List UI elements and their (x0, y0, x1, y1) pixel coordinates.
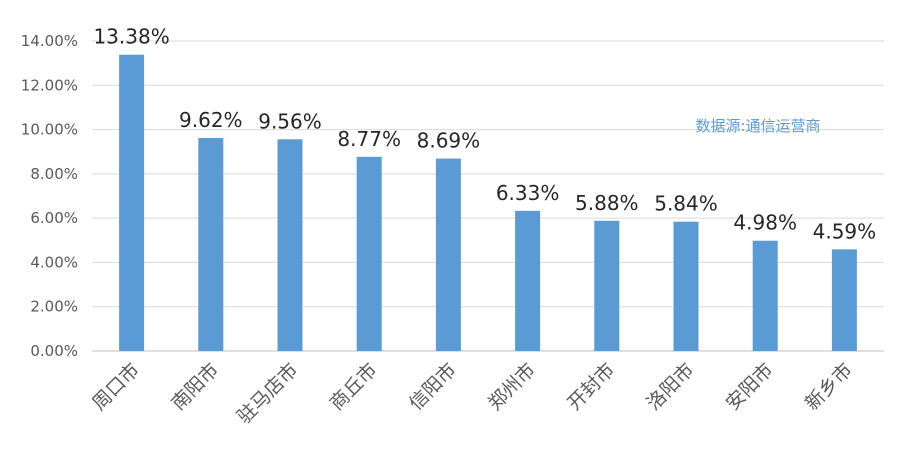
bar (435, 158, 461, 351)
bar (356, 156, 382, 351)
data-labels: 13.38% 9.62% 9.56% 8.77% 8.69% 6.33% 5.88% 5.84… (93, 25, 876, 244)
data-label: 5.88% (575, 191, 639, 215)
data-label: 13.38% (93, 25, 169, 49)
bar (594, 220, 620, 351)
data-label: 8.69% (417, 129, 481, 153)
x-tick-label: 郑州市 (484, 359, 540, 415)
x-tick-label: 洛阳市 (643, 359, 699, 415)
y-tick-label: 12.00% (21, 76, 78, 94)
y-tick-label: 6.00% (30, 209, 78, 227)
data-label: 4.59% (813, 219, 877, 243)
x-tick-label: 开封市 (563, 359, 619, 415)
bar (673, 221, 699, 351)
y-tick-label: 2.00% (30, 298, 78, 316)
y-tick-label: 0.00% (30, 342, 78, 360)
y-axis-ticks: 0.00% 2.00% 4.00% 6.00% 8.00% 10.00% 12.00% 14.… (21, 32, 78, 360)
x-axis-ticks: 周口市 南阳市 驻马店市 商丘市 信阳市 郑州市 开封市 洛阳市 安阳市 新乡市 (88, 359, 857, 428)
x-tick-label: 商丘市 (326, 359, 382, 415)
y-tick-label: 14.00% (21, 32, 78, 50)
data-label: 4.98% (733, 211, 797, 235)
bar (198, 137, 224, 351)
x-tick-label: 信阳市 (405, 359, 461, 415)
data-label: 9.56% (258, 109, 322, 133)
data-label: 8.77% (337, 127, 401, 151)
bar (119, 54, 145, 351)
x-tick-label: 新乡市 (801, 359, 857, 415)
x-tick-label: 安阳市 (722, 359, 778, 415)
data-label: 9.62% (179, 108, 243, 132)
x-tick-label: 驻马店市 (233, 359, 302, 428)
bar (515, 210, 541, 351)
y-tick-label: 10.00% (21, 121, 78, 139)
data-label: 5.84% (654, 192, 718, 216)
data-label: 6.33% (496, 181, 560, 205)
bars (119, 54, 857, 351)
y-tick-label: 4.00% (30, 253, 78, 271)
x-tick-label: 南阳市 (167, 359, 223, 415)
bar (277, 139, 303, 351)
gridlines (92, 40, 884, 352)
data-source-note: 数据源:通信运营商 (695, 117, 820, 135)
x-tick-label: 周口市 (88, 359, 144, 415)
bar (831, 249, 857, 351)
bar (752, 240, 778, 351)
y-tick-label: 8.00% (30, 165, 78, 183)
